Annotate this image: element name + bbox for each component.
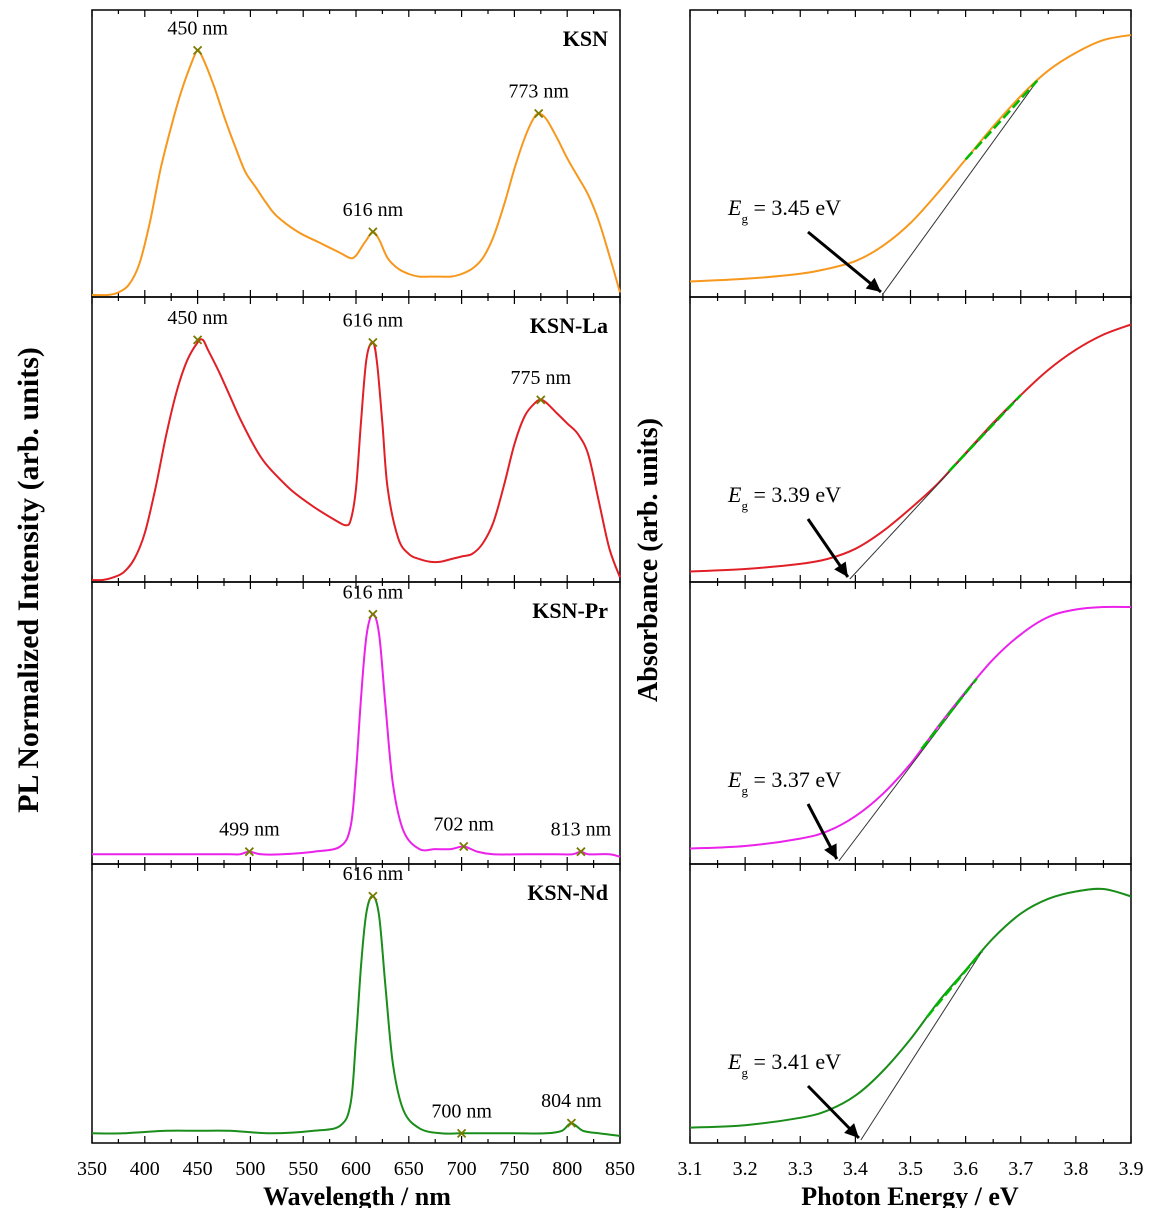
- peak-label: 700 nm: [431, 1100, 492, 1122]
- abs-x-tick-label: 3.2: [733, 1158, 758, 1180]
- peak-label: 616 nm: [343, 309, 404, 331]
- tangent-line: [860, 950, 983, 1141]
- peak-marker: [576, 847, 586, 857]
- peak-marker: [368, 609, 378, 619]
- abs-x-tick-label: 3.4: [843, 1158, 868, 1180]
- peak-label: 813 nm: [551, 819, 612, 841]
- sample-label: KSN-La: [530, 313, 608, 338]
- abs-panel-3: Eg = 3.37 eV: [689, 581, 1132, 865]
- right-x-axis-label: Photon Energy / eV: [801, 1182, 1019, 1208]
- peak-marker: [536, 395, 546, 405]
- abs-series-line: [689, 605, 1132, 850]
- linear-fit-segment: [948, 394, 1022, 473]
- pl-x-tick-label: 350: [77, 1158, 107, 1180]
- linear-fit-segment: [926, 950, 984, 1018]
- abs-panel-frame: [689, 863, 1132, 1144]
- peak-marker: [244, 847, 254, 857]
- abs-x-tick-label: 3.9: [1119, 1158, 1144, 1180]
- abs-panel-2: Eg = 3.39 eV: [689, 296, 1132, 583]
- tangent-line: [838, 678, 978, 862]
- peak-marker: [368, 337, 378, 348]
- peak-label: 450 nm: [167, 307, 228, 329]
- left-y-axis-label: PL Normalized Intensity (arb. units): [12, 347, 45, 813]
- peak-label: 450 nm: [167, 17, 228, 39]
- pl-x-tick-label: 500: [235, 1158, 265, 1180]
- linear-fit-segment: [920, 677, 978, 750]
- pl-x-tick-label: 550: [288, 1158, 318, 1180]
- pl-x-tick-label: 700: [447, 1158, 477, 1180]
- peak-marker: [566, 1118, 577, 1128]
- band-gap-label: Eg = 3.39 eV: [727, 482, 841, 513]
- pl-panel-frame: [91, 581, 621, 865]
- abs-panel-4: Eg = 3.41 eV: [689, 863, 1132, 1144]
- pl-x-tick-label: 750: [499, 1158, 529, 1180]
- sample-label: KSN-Nd: [527, 880, 608, 905]
- peak-marker: [456, 1128, 467, 1138]
- peak-marker: [192, 45, 203, 56]
- pl-panel-3: KSN-Pr 499 nm 616 nm 702 nm 813 nm: [91, 581, 621, 865]
- arrow-head: [834, 561, 848, 577]
- peak-label: 616 nm: [343, 863, 404, 885]
- pl-panels: KSN 450 nm 616 nm 773 nm KSN-La 450 nm 616 nm 7…: [77, 9, 635, 1180]
- pl-x-tick-label: 400: [130, 1158, 160, 1180]
- tangent-line: [849, 394, 1022, 580]
- absorbance-panels: Eg = 3.45 eV Eg = 3.39 eV Eg = 3.37 eV Eg =…: [678, 9, 1144, 1180]
- abs-panel-1: Eg = 3.45 eV: [689, 9, 1132, 298]
- abs-x-tick-label: 3.5: [898, 1158, 923, 1180]
- band-gap-label: Eg = 3.41 eV: [727, 1049, 841, 1080]
- peak-label: 804 nm: [541, 1090, 602, 1112]
- arrow-shaft: [807, 230, 882, 294]
- pl-panel-frame: [91, 296, 621, 583]
- pl-x-tick-label: 800: [552, 1158, 582, 1180]
- abs-series-line: [689, 887, 1132, 1129]
- abs-panel-frame: [689, 9, 1132, 298]
- left-x-axis-label: Wavelength / nm: [263, 1182, 451, 1208]
- pl-series-line: [91, 613, 621, 858]
- peak-label: 616 nm: [343, 199, 404, 221]
- peak-label: 702 nm: [433, 814, 494, 836]
- abs-x-tick-label: 3.3: [788, 1158, 813, 1180]
- abs-x-tick-label: 3.1: [678, 1158, 703, 1180]
- linear-fit-segment: [964, 79, 1039, 161]
- abs-panel-frame: [689, 581, 1132, 865]
- arrow-head: [865, 277, 881, 292]
- sample-label: KSN: [563, 26, 608, 51]
- peak-marker: [192, 335, 203, 345]
- peak-marker: [368, 227, 378, 237]
- peak-label: 773 nm: [508, 81, 569, 103]
- abs-x-tick-label: 3.8: [1063, 1158, 1088, 1180]
- abs-series-line: [689, 323, 1132, 573]
- abs-x-tick-label: 3.7: [1008, 1158, 1033, 1180]
- pl-series-line: [91, 895, 621, 1137]
- abs-panel-frame: [689, 296, 1132, 583]
- peak-label: 499 nm: [219, 819, 280, 841]
- pl-panel-2: KSN-La 450 nm 616 nm 775 nm: [91, 296, 621, 583]
- peak-marker: [534, 108, 544, 119]
- peak-marker: [368, 891, 378, 901]
- pl-x-tick-label: 650: [394, 1158, 424, 1180]
- tangent-line: [882, 80, 1038, 295]
- peak-label: 616 nm: [343, 581, 404, 603]
- pl-panel-4: KSN-Nd 616 nm 700 nm 804 nm: [91, 863, 621, 1144]
- peak-marker: [459, 841, 469, 852]
- peak-label: 775 nm: [511, 367, 572, 389]
- band-gap-label: Eg = 3.45 eV: [727, 195, 841, 226]
- band-gap-label: Eg = 3.37 eV: [727, 767, 841, 798]
- arrow-head: [824, 843, 837, 859]
- right-y-axis-label: Absorbance (arb. units): [633, 418, 664, 702]
- arrow-head: [844, 1123, 859, 1138]
- sample-label: KSN-Pr: [532, 598, 608, 623]
- pl-x-tick-label: 600: [341, 1158, 371, 1180]
- abs-series-line: [689, 34, 1132, 283]
- abs-x-tick-label: 3.6: [953, 1158, 978, 1180]
- pl-panel-1: KSN 450 nm 616 nm 773 nm: [91, 9, 621, 298]
- pl-x-tick-label: 450: [183, 1158, 213, 1180]
- pl-panel-frame: [91, 9, 621, 298]
- pl-x-tick-label: 850: [605, 1158, 635, 1180]
